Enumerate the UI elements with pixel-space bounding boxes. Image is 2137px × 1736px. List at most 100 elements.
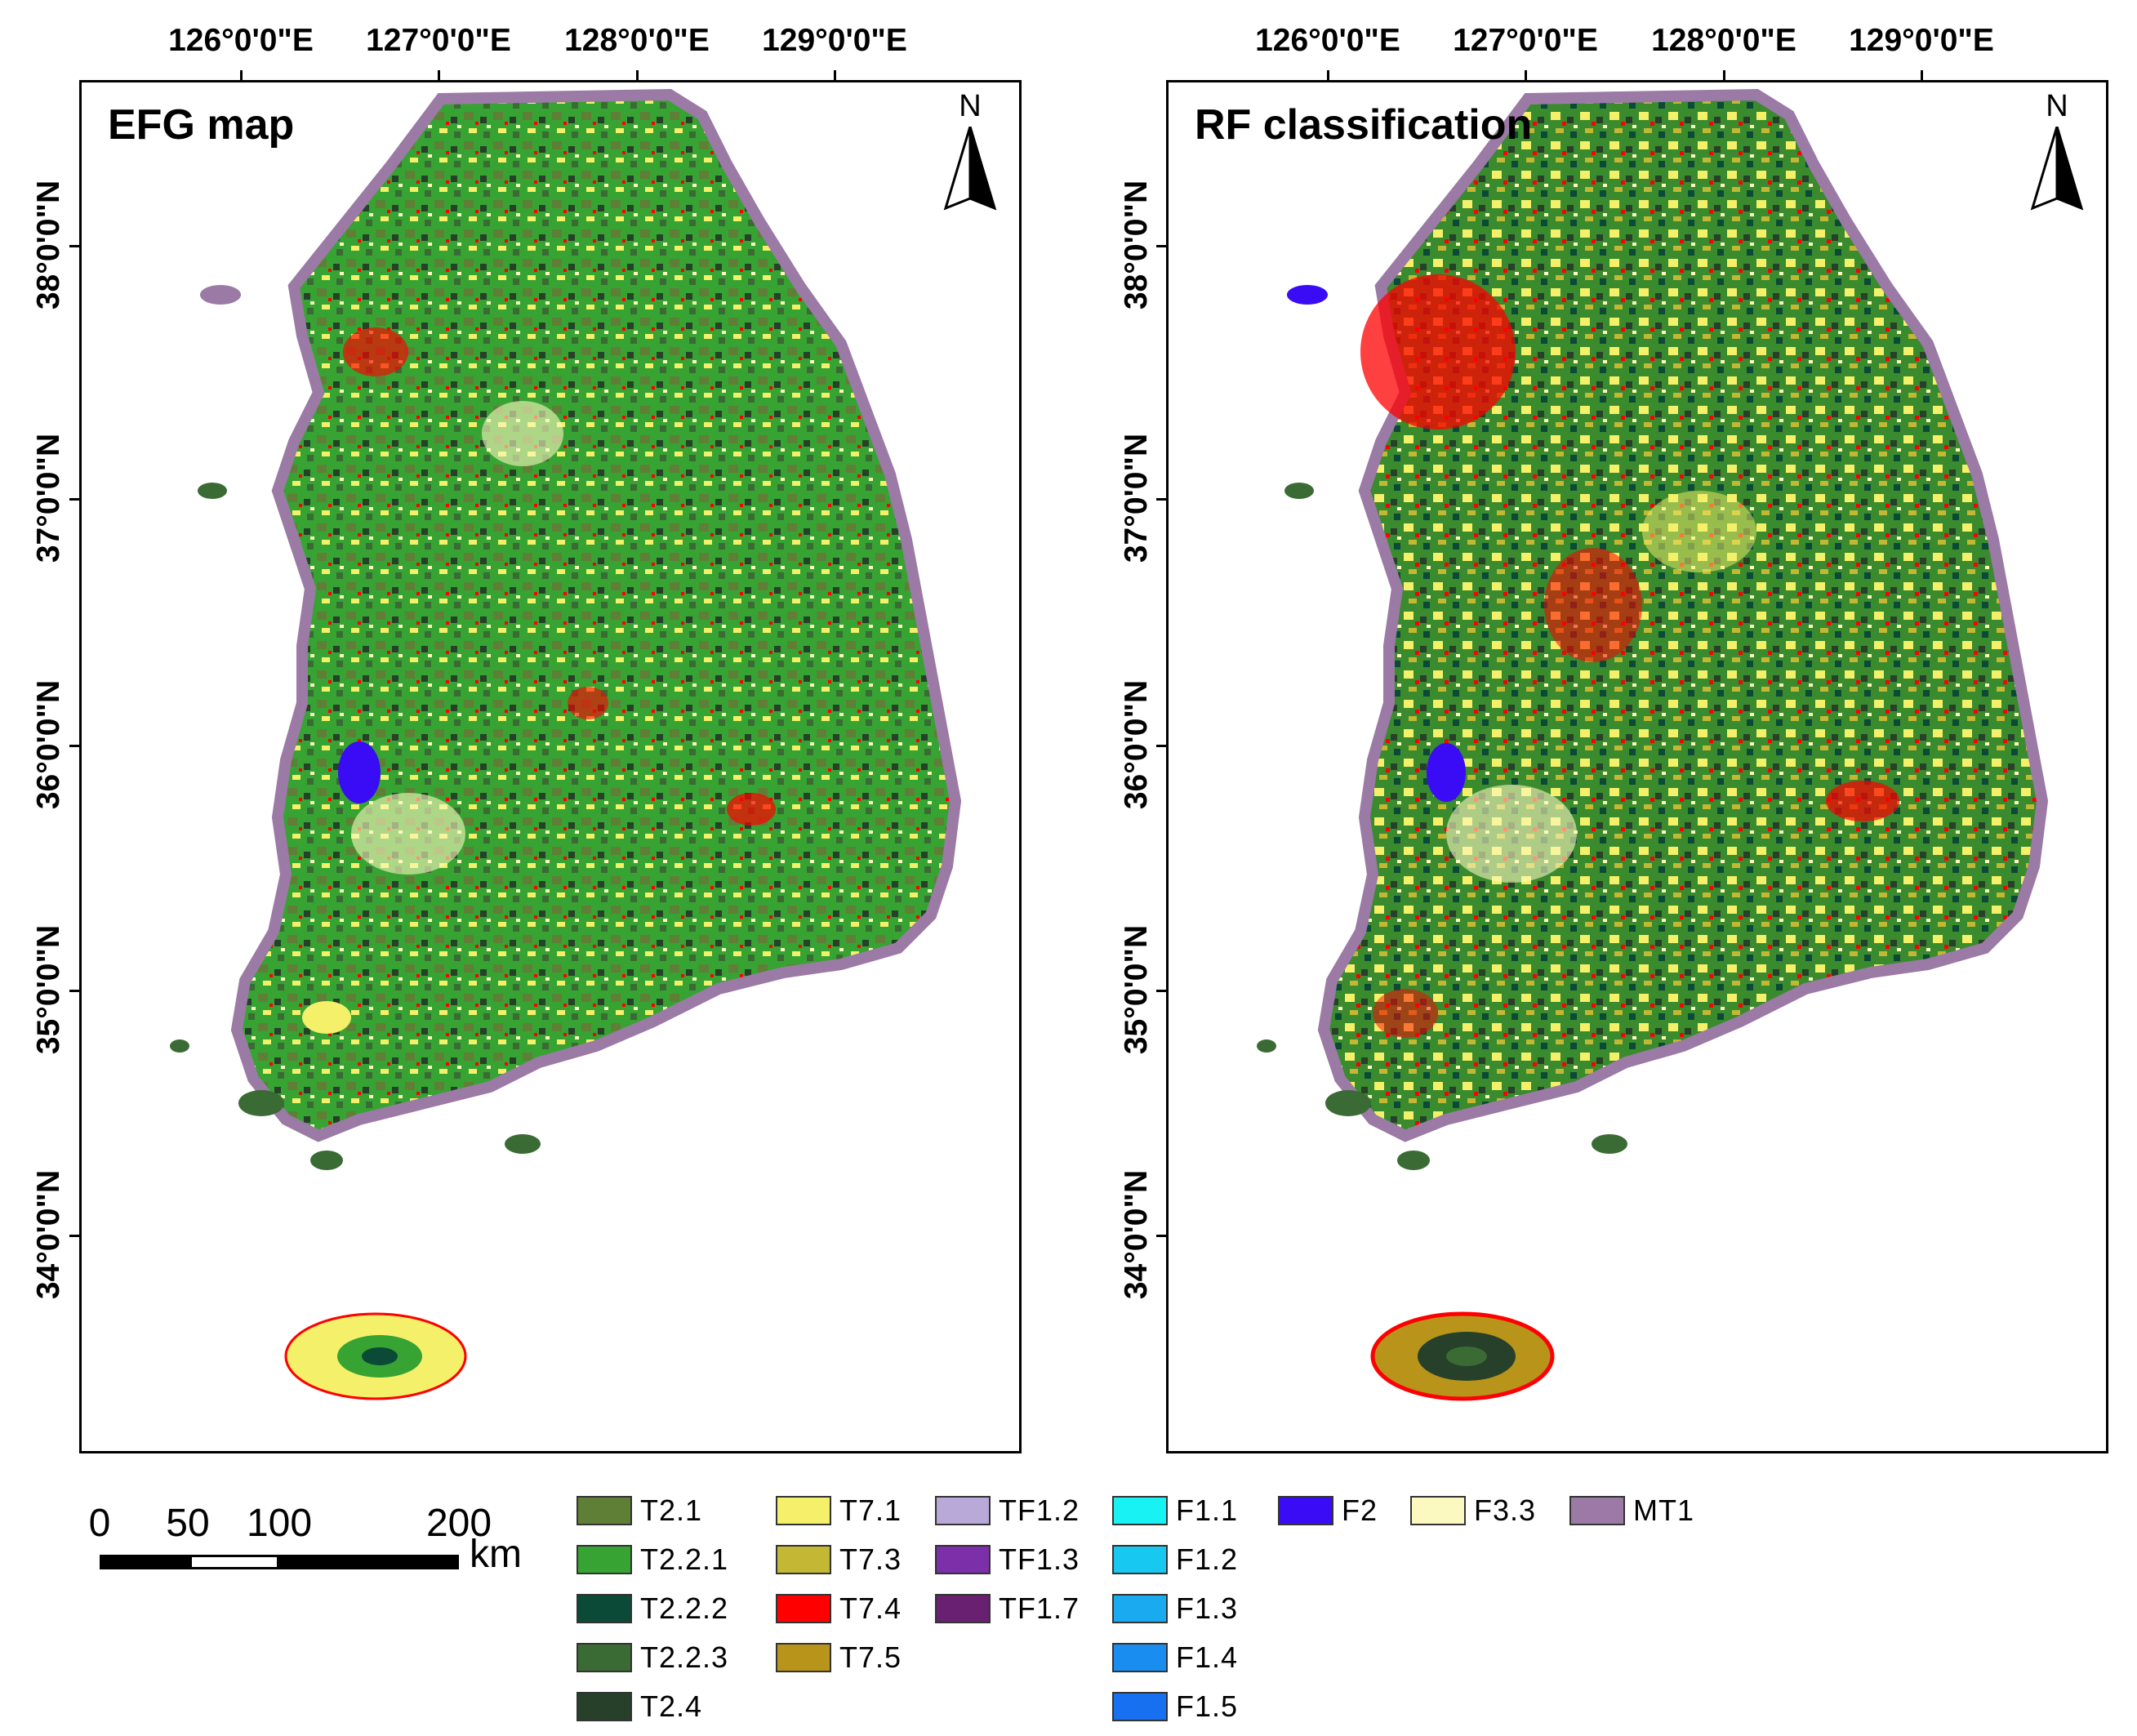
north-arrow: N: [937, 89, 1003, 220]
legend-swatch: [1112, 1496, 1168, 1525]
north-label: N: [2046, 89, 2068, 123]
y-tick-label: 37°0'0"N: [31, 433, 66, 563]
x-tick-mark: [636, 70, 639, 80]
peninsula-shape: [1317, 88, 2049, 1142]
legend-label: TF1.3: [999, 1542, 1080, 1576]
scale-segment: [279, 1555, 459, 1569]
x-tick-mark: [1723, 70, 1725, 80]
peninsula-shape: [230, 88, 962, 1142]
legend-item: T7.4: [776, 1591, 902, 1627]
legend-swatch: [776, 1496, 831, 1525]
x-tick-label: 129°0'0"E: [1849, 23, 1994, 58]
legend-item: F1.2: [1112, 1542, 1238, 1578]
rf-map-image: [1257, 88, 2049, 1401]
legend-item: TF1.3: [935, 1542, 1080, 1578]
y-tick-label: 34°0'0"N: [1119, 1169, 1154, 1300]
y-tick-label: 38°0'0"N: [31, 180, 66, 310]
y-tick-label: 36°0'0"N: [31, 679, 66, 810]
scale-unit: km: [470, 1533, 522, 1576]
urban-area-capital: [1360, 274, 1516, 430]
legend-swatch: [1112, 1594, 1168, 1623]
x-tick-label: 126°0'0"E: [168, 23, 314, 58]
scale-segment: [100, 1555, 189, 1569]
x-tick-label: 128°0'0"E: [564, 23, 710, 58]
legend-swatch: [577, 1594, 632, 1623]
legend-item: F1.3: [1112, 1591, 1238, 1627]
legend-label: T2.2.2: [640, 1591, 729, 1625]
y-tick-mark: [69, 498, 79, 501]
legend-swatch: [935, 1496, 991, 1525]
legend-label: T2.1: [640, 1493, 703, 1527]
x-tick-label: 127°0'0"E: [366, 23, 511, 58]
legend-label: F1.3: [1176, 1591, 1239, 1625]
x-tick-label: 129°0'0"E: [762, 23, 907, 58]
legend-item: TF1.7: [935, 1591, 1080, 1627]
legend-label: F1.5: [1176, 1689, 1239, 1723]
scale-label: 0: [88, 1502, 111, 1545]
y-tick-label: 37°0'0"N: [1119, 433, 1154, 563]
scale-label: 100: [246, 1502, 313, 1545]
y-tick-mark: [1156, 245, 1166, 247]
legend-item: T7.5: [776, 1640, 902, 1676]
legend-item: F1.4: [1112, 1640, 1238, 1676]
legend-item: T2.2.3: [577, 1640, 728, 1676]
x-tick-label: 126°0'0"E: [1255, 23, 1400, 58]
y-tick-mark: [1156, 990, 1166, 992]
legend-swatch: [776, 1545, 831, 1574]
y-tick-label: 38°0'0"N: [1119, 180, 1154, 310]
legend-label: MT1: [1633, 1493, 1694, 1527]
y-tick-label: 34°0'0"N: [31, 1169, 66, 1300]
legend-label: F1.2: [1176, 1542, 1239, 1576]
x-tick-mark: [1921, 70, 1923, 80]
legend-label: F3.3: [1474, 1493, 1537, 1527]
legend-item: MT1: [1569, 1493, 1694, 1529]
legend-swatch: [577, 1496, 632, 1525]
x-tick-mark: [834, 70, 836, 80]
legend-label: F1.1: [1176, 1493, 1239, 1527]
legend-item: T2.2.1: [577, 1542, 728, 1578]
north-arrow-icon: [943, 127, 997, 211]
scale-segment: [189, 1555, 279, 1569]
legend-label: TF1.7: [999, 1591, 1080, 1625]
legend-item: F1.1: [1112, 1493, 1238, 1529]
legend-swatch: [935, 1545, 991, 1574]
y-tick-mark: [1156, 745, 1166, 747]
y-tick-mark: [69, 990, 79, 992]
legend-label: T2.4: [640, 1689, 703, 1723]
efg-map-image: [170, 88, 962, 1400]
legend-label: TF1.2: [999, 1493, 1080, 1527]
x-tick-mark: [1327, 70, 1329, 80]
legend-item: T2.1: [577, 1493, 702, 1529]
x-tick-mark: [438, 70, 440, 80]
x-tick-label: 128°0'0"E: [1651, 23, 1796, 58]
legend-label: T7.4: [839, 1591, 902, 1625]
map-panel-efg: EFG map N: [79, 80, 1022, 1453]
legend-item: T7.3: [776, 1542, 902, 1578]
legend-label: F2: [1342, 1493, 1378, 1527]
y-tick-label: 35°0'0"N: [1119, 924, 1154, 1055]
north-label: N: [959, 89, 982, 123]
legend-item: TF1.2: [935, 1493, 1080, 1529]
legend-swatch: [776, 1594, 831, 1623]
legend-swatch: [935, 1594, 991, 1623]
legend-swatch: [1278, 1496, 1333, 1525]
legend-label: T7.3: [839, 1542, 902, 1576]
panel-title: RF classification: [1195, 101, 1533, 149]
x-tick-label: 127°0'0"E: [1453, 23, 1598, 58]
legend-item: T2.2.2: [577, 1591, 728, 1627]
y-tick-mark: [1156, 498, 1166, 501]
legend-swatch: [1112, 1545, 1168, 1574]
legend-label: F1.4: [1176, 1640, 1239, 1674]
legend-item: F3.3: [1410, 1493, 1536, 1529]
legend-swatch: [1112, 1643, 1168, 1672]
scale-bar: 0 50 100 200 km: [88, 1501, 522, 1591]
legend-item: T2.4: [577, 1689, 702, 1725]
legend-swatch: [1410, 1496, 1466, 1525]
y-tick-label: 36°0'0"N: [1119, 679, 1154, 810]
legend-swatch: [1112, 1692, 1168, 1721]
legend-label: T2.2.1: [640, 1542, 729, 1576]
x-tick-mark: [240, 70, 243, 80]
y-tick-mark: [1156, 1235, 1166, 1237]
legend-item: F1.5: [1112, 1689, 1238, 1725]
legend-label: T7.1: [839, 1493, 902, 1527]
